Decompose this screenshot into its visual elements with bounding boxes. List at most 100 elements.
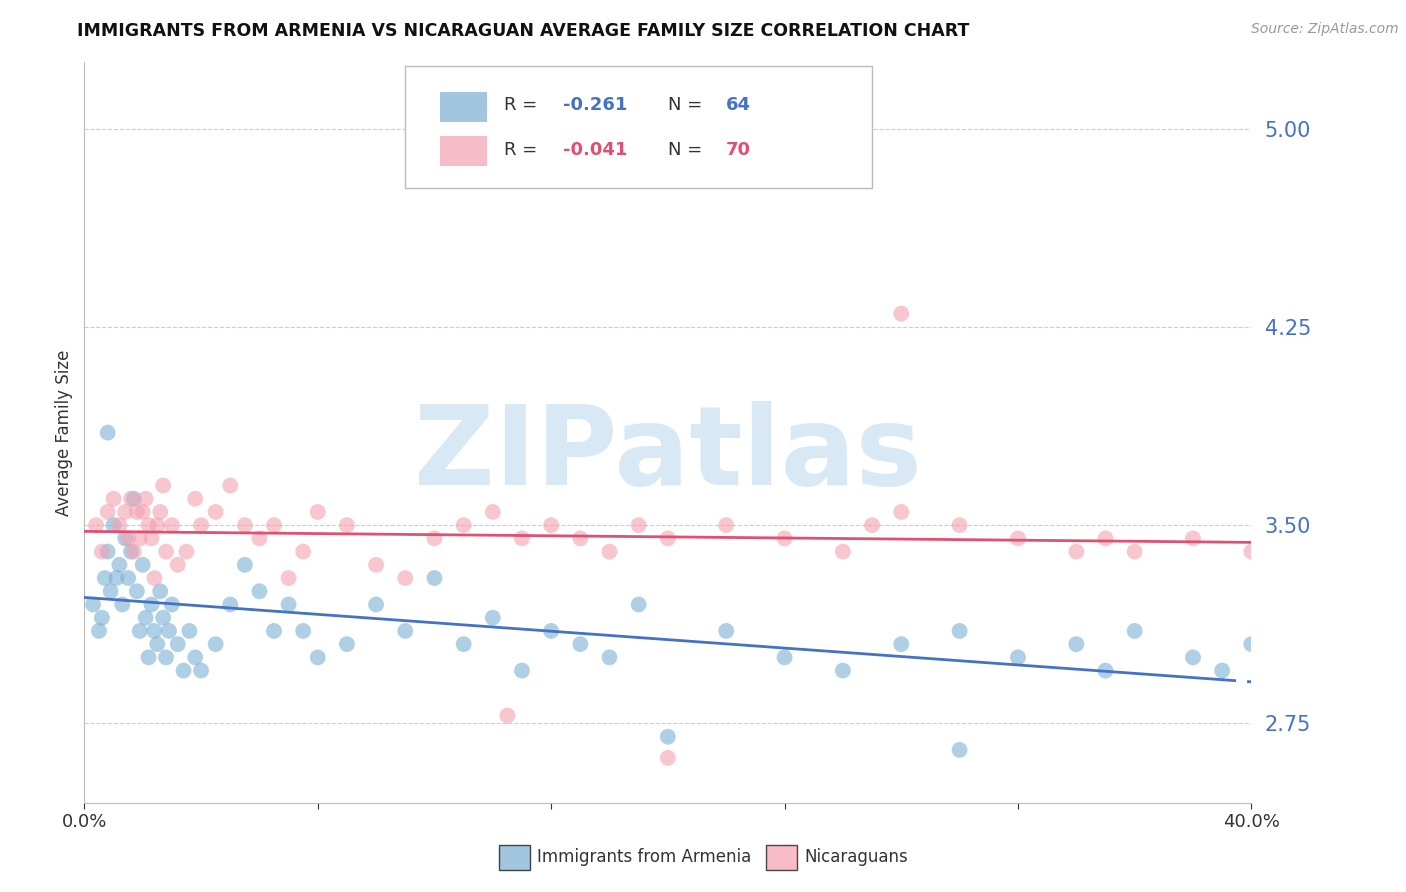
Point	[90, 611, 112, 625]
Point	[1181, 532, 1204, 546]
Point	[1240, 544, 1263, 558]
Point	[117, 571, 139, 585]
Point	[219, 598, 242, 612]
Point	[120, 544, 142, 558]
Point	[149, 505, 172, 519]
Point	[423, 571, 446, 585]
Point	[125, 584, 148, 599]
Point	[569, 532, 592, 546]
Point	[1240, 637, 1263, 651]
Point	[97, 425, 120, 440]
Point	[1066, 544, 1088, 558]
Point	[128, 624, 150, 638]
Point	[307, 505, 329, 519]
Point	[190, 518, 212, 533]
Point	[160, 598, 183, 612]
Point	[149, 584, 172, 599]
Point	[204, 637, 226, 651]
Point	[277, 598, 299, 612]
Point	[135, 491, 157, 506]
Text: Source: ZipAtlas.com: Source: ZipAtlas.com	[1251, 22, 1399, 37]
Point	[481, 505, 505, 519]
Point	[184, 491, 207, 506]
Point	[138, 518, 160, 533]
Point	[773, 532, 796, 546]
Point	[657, 532, 679, 546]
Point	[103, 491, 125, 506]
Point	[1094, 664, 1116, 678]
Text: R =: R =	[505, 141, 544, 159]
Point	[152, 611, 174, 625]
Point	[292, 624, 315, 638]
Point	[114, 505, 136, 519]
Point	[132, 558, 155, 572]
Point	[184, 650, 207, 665]
Point	[949, 743, 972, 757]
Point	[890, 637, 912, 651]
Point	[336, 518, 359, 533]
Point	[481, 611, 505, 625]
Text: Immigrants from Armenia: Immigrants from Armenia	[537, 848, 751, 866]
Point	[890, 307, 912, 321]
Text: -0.261: -0.261	[562, 96, 627, 114]
Point	[166, 637, 188, 651]
Point	[949, 518, 972, 533]
Point	[173, 664, 195, 678]
Point	[179, 624, 201, 638]
Point	[233, 518, 256, 533]
Point	[307, 650, 329, 665]
Point	[453, 637, 475, 651]
Point	[510, 664, 533, 678]
Point	[1007, 532, 1029, 546]
Point	[366, 598, 388, 612]
Text: -0.041: -0.041	[562, 141, 627, 159]
Point	[155, 650, 177, 665]
FancyBboxPatch shape	[405, 66, 872, 188]
Point	[716, 624, 738, 638]
Point	[832, 544, 855, 558]
Point	[157, 624, 180, 638]
Point	[1181, 650, 1204, 665]
Point	[1123, 624, 1146, 638]
Point	[97, 505, 120, 519]
Point	[166, 558, 188, 572]
Point	[143, 624, 166, 638]
Point	[540, 624, 562, 638]
Point	[423, 532, 446, 546]
Point	[176, 544, 198, 558]
Point	[100, 584, 122, 599]
Point	[569, 637, 592, 651]
Point	[125, 505, 148, 519]
FancyBboxPatch shape	[440, 92, 486, 121]
Point	[146, 518, 169, 533]
Point	[394, 571, 416, 585]
Point	[97, 544, 120, 558]
Point	[657, 751, 679, 765]
Point	[141, 598, 163, 612]
Point	[599, 650, 621, 665]
Point	[1007, 650, 1029, 665]
Point	[627, 518, 650, 533]
Point	[82, 598, 104, 612]
Text: N =: N =	[668, 96, 707, 114]
Point	[540, 518, 562, 533]
Point	[1066, 637, 1088, 651]
Point	[599, 544, 621, 558]
Point	[1094, 532, 1116, 546]
Point	[832, 664, 855, 678]
FancyBboxPatch shape	[440, 136, 486, 166]
Point	[122, 544, 145, 558]
Text: Nicaraguans: Nicaraguans	[804, 848, 908, 866]
Point	[87, 624, 110, 638]
Point	[453, 518, 475, 533]
Point	[860, 518, 883, 533]
Point	[292, 544, 315, 558]
Point	[233, 558, 256, 572]
Point	[128, 532, 150, 546]
Point	[496, 708, 519, 723]
Point	[132, 505, 155, 519]
Point	[138, 650, 160, 665]
Text: 64: 64	[727, 96, 751, 114]
Point	[108, 518, 131, 533]
Point	[394, 624, 416, 638]
